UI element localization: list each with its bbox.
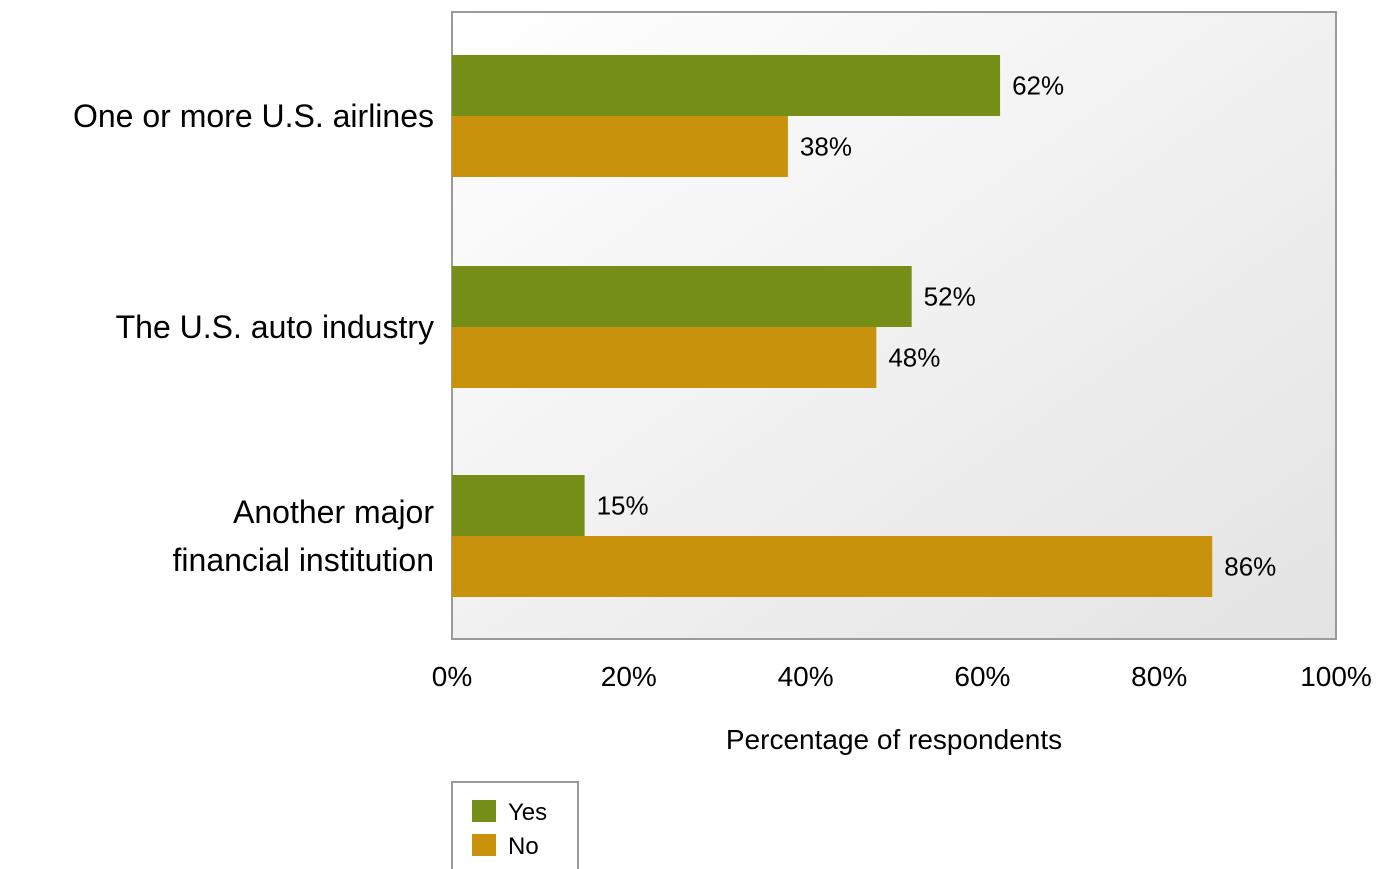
category-label-0: One or more U.S. airlines [73, 98, 434, 134]
category-label-2: financial institution [173, 542, 434, 578]
bar-yes-0 [452, 55, 1001, 116]
data-label-yes-1: 52% [924, 282, 976, 312]
category-label-1: The U.S. auto industry [116, 309, 434, 345]
legend: Yes No [451, 781, 579, 869]
data-labels: 62% 38% 52% 48% 15% 86% [597, 71, 1277, 582]
x-axis-title: Percentage of respondents [726, 724, 1062, 755]
x-tick-label: 100% [1300, 661, 1372, 692]
data-label-no-1: 48% [888, 343, 940, 373]
category-labels: One or more U.S. airlines The U.S. auto i… [73, 98, 434, 578]
legend-swatch-yes [472, 800, 496, 822]
data-label-no-2: 86% [1224, 552, 1276, 582]
bar-no-0 [452, 116, 788, 177]
legend-swatch-no [472, 834, 496, 856]
bars [452, 55, 1213, 597]
data-label-no-0: 38% [800, 132, 852, 162]
x-tick-labels: 0% 20% 40% 60% 80% 100% [432, 661, 1372, 692]
data-label-yes-2: 15% [597, 491, 649, 521]
x-tick-label: 0% [432, 661, 472, 692]
bar-yes-1 [452, 266, 912, 327]
x-tick-label: 40% [778, 661, 834, 692]
x-tick-label: 20% [601, 661, 657, 692]
bar-no-2 [452, 536, 1213, 597]
bar-no-1 [452, 327, 877, 388]
category-label-2: Another major [233, 494, 434, 530]
data-label-yes-0: 62% [1012, 71, 1064, 101]
x-tick-label: 80% [1131, 661, 1187, 692]
legend-label-no: No [508, 833, 539, 860]
bar-yes-2 [452, 475, 585, 536]
legend-label-yes: Yes [508, 799, 547, 826]
x-tick-label: 60% [954, 661, 1010, 692]
